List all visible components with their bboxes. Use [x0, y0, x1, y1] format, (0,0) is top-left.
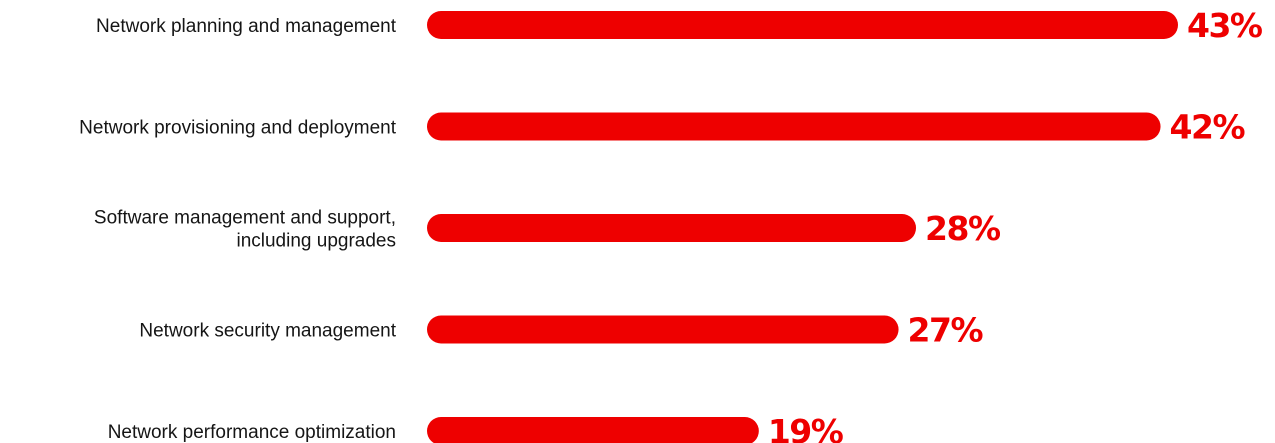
bar-4 [427, 417, 759, 443]
value-labels: 43% 42% 28% 27% 19% [768, 6, 1265, 443]
bar-3 [427, 315, 899, 344]
value-label-4: 19% [768, 412, 844, 443]
value-label-3: 27% [908, 311, 984, 350]
bar-0 [427, 11, 1178, 39]
category-label-3: Network security management [139, 321, 396, 342]
category-label-2-line-0: Software management and support, [94, 208, 396, 229]
category-label-4: Network performance optimization [108, 422, 396, 443]
value-label-2: 28% [925, 209, 1001, 248]
category-label-1: Network provisioning and deployment [79, 118, 397, 139]
bar-2 [427, 214, 917, 242]
category-label-2-line-1: including upgrades [236, 231, 396, 252]
value-label-1: 42% [1170, 108, 1246, 147]
bars [427, 11, 1178, 443]
category-labels: Network planning and management Network p… [79, 16, 397, 443]
value-label-0: 43% [1187, 6, 1263, 45]
bar-1 [427, 112, 1161, 141]
category-label-0: Network planning and management [96, 16, 397, 37]
